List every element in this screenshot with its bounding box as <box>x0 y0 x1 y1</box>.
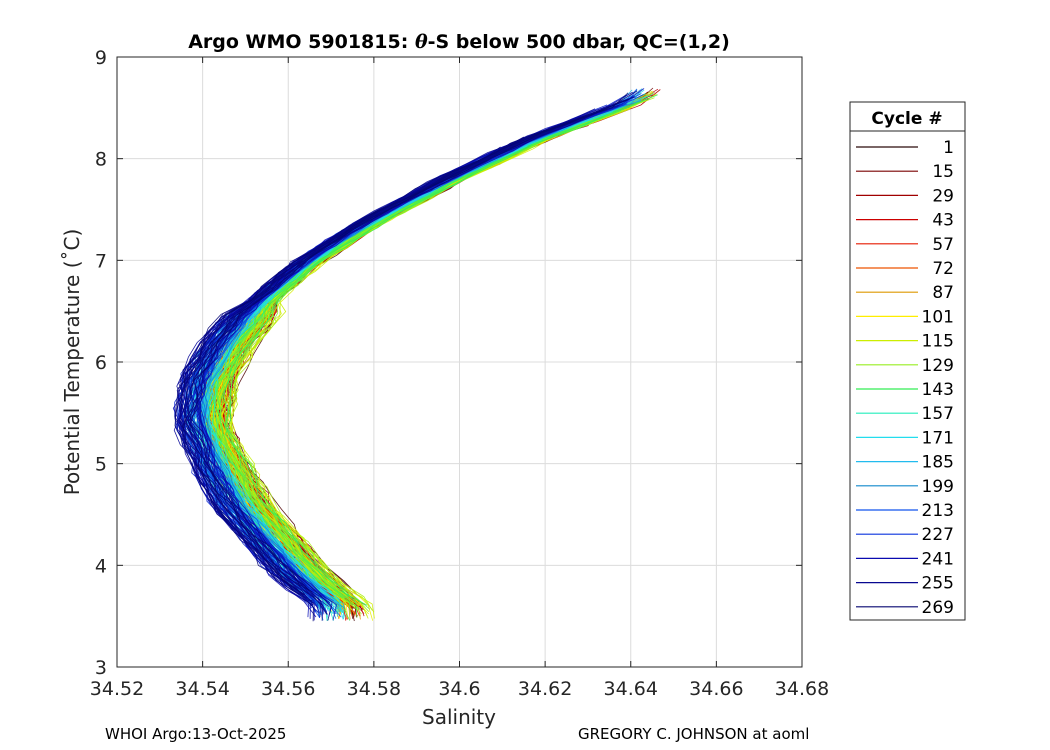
footer-left-text: WHOI Argo:13-Oct-2025 <box>105 725 287 743</box>
y-tick-label: 8 <box>95 149 107 171</box>
x-axis-label: Salinity <box>422 705 496 729</box>
x-tick-label: 34.58 <box>347 678 401 700</box>
profile-line <box>187 118 580 588</box>
chart-title: Argo WMO 5901815: θ-S below 500 dbar, QC… <box>188 31 730 53</box>
x-tick-label: 34.66 <box>689 678 743 700</box>
legend-label: 199 <box>922 477 954 497</box>
legend-label: 72 <box>932 259 954 279</box>
axis-ticks: 34.52 34.54 34.56 34.58 34.6 34.62 34.64 34.66 3… <box>90 47 829 700</box>
legend-label: 143 <box>922 380 954 400</box>
legend-label: 157 <box>922 404 954 424</box>
profile-line <box>215 145 527 611</box>
x-tick-label: 34.54 <box>175 678 229 700</box>
legend-label: 185 <box>922 453 954 473</box>
y-tick-label: 3 <box>95 657 107 679</box>
y-tick-label: 4 <box>95 555 107 577</box>
profile-line <box>181 96 636 602</box>
x-tick-label: 34.56 <box>261 678 315 700</box>
y-tick-label: 6 <box>95 352 107 374</box>
legend-title: Cycle # <box>871 109 942 129</box>
legend-label: 29 <box>932 186 954 206</box>
legend: Cycle # 11529435772871011151291431571711… <box>849 101 966 621</box>
legend-label: 213 <box>922 501 954 521</box>
legend-label: 269 <box>922 598 954 618</box>
x-tick-label: 34.6 <box>438 678 480 700</box>
x-tick-label: 34.64 <box>604 678 658 700</box>
profile-line <box>174 99 629 591</box>
profile-series <box>172 87 661 622</box>
title-prefix: Argo WMO 5901815: <box>188 31 415 53</box>
title-theta-symbol: θ <box>415 31 428 53</box>
profile-line <box>222 98 649 606</box>
legend-label: 57 <box>932 235 954 255</box>
legend-label: 87 <box>932 283 954 303</box>
x-tick-label: 34.52 <box>90 678 144 700</box>
profile-line <box>189 128 556 621</box>
y-tick-label: 5 <box>95 454 107 476</box>
legend-label: 1 <box>943 138 954 158</box>
y-axis-label: Potential Temperature (˚C) <box>60 229 84 496</box>
legend-label: 241 <box>922 549 954 569</box>
legend-label: 227 <box>922 525 954 545</box>
legend-label: 255 <box>922 574 954 594</box>
legend-label: 15 <box>932 162 954 182</box>
legend-label: 101 <box>922 307 954 327</box>
legend-label: 115 <box>922 332 954 352</box>
profile-line <box>225 94 658 598</box>
title-suffix: -S below 500 dbar, QC=(1,2) <box>428 31 730 53</box>
y-tick-label: 9 <box>95 47 107 69</box>
y-tick-label: 7 <box>95 250 107 272</box>
x-tick-label: 34.68 <box>775 678 829 700</box>
legend-entries: 1152943577287101115129143157171185199213… <box>856 138 954 618</box>
legend-label: 171 <box>922 428 954 448</box>
legend-label: 129 <box>922 356 954 376</box>
footer-right-text: GREGORY C. JOHNSON at aoml <box>578 725 810 743</box>
legend-label: 43 <box>932 211 954 231</box>
x-tick-label: 34.62 <box>518 678 572 700</box>
profile-line <box>217 116 603 618</box>
profile-line <box>180 92 629 596</box>
